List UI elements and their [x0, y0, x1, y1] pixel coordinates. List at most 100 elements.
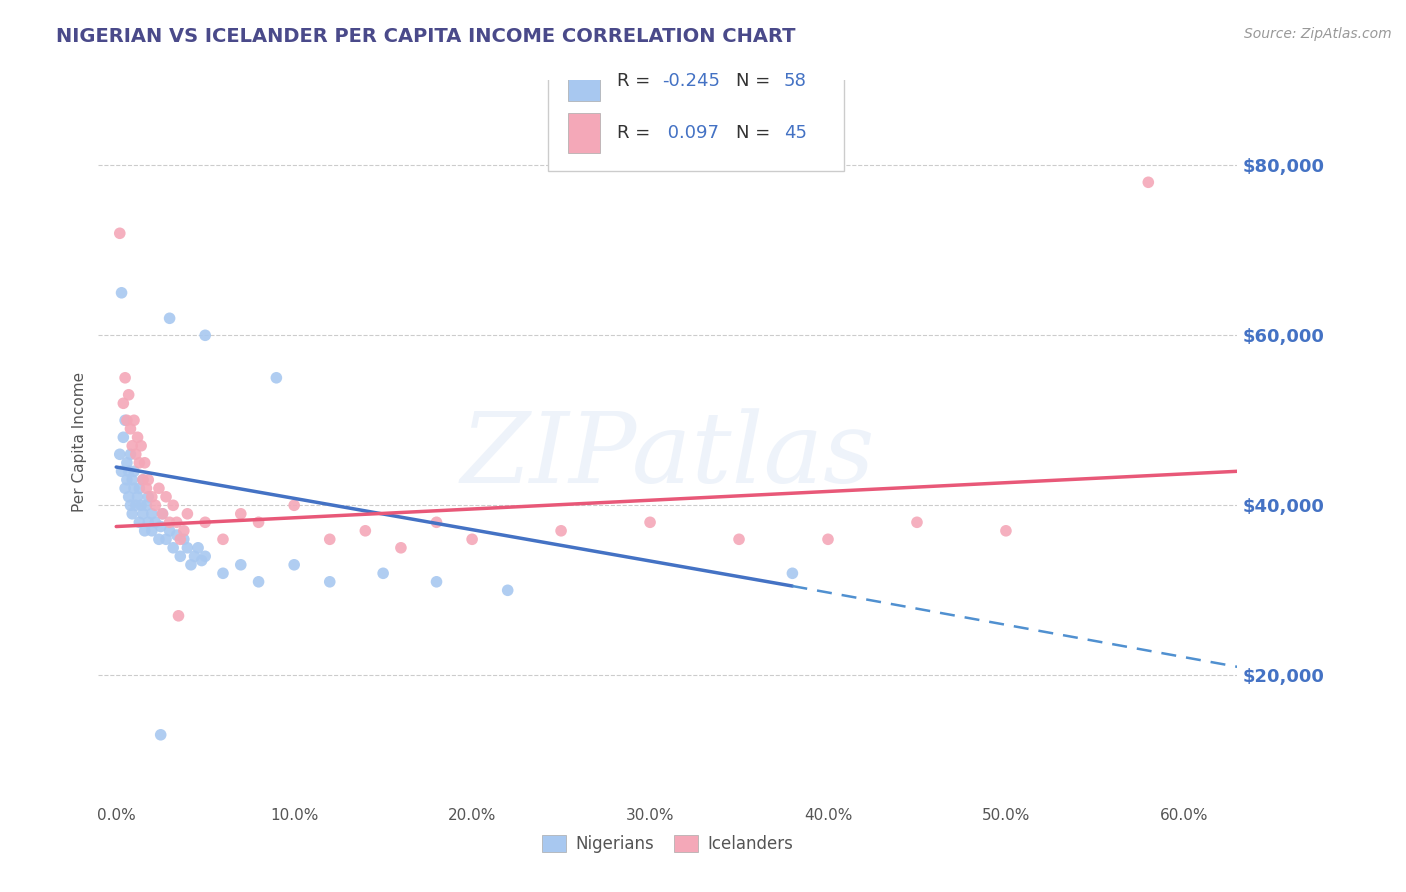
Point [110, 464, 132, 478]
Point [247, 574, 270, 589]
Point [135, 498, 157, 512]
Point [121, 507, 143, 521]
Point [550, 524, 572, 538]
Point [120, 447, 142, 461]
Point [159, 311, 181, 326]
Point [173, 524, 195, 538]
FancyBboxPatch shape [548, 48, 845, 170]
Point [125, 447, 148, 461]
Point [389, 541, 412, 555]
Point [283, 558, 305, 572]
Y-axis label: Per Capita Income: Per Capita Income [72, 371, 87, 512]
Point [190, 553, 212, 567]
Point [128, 456, 150, 470]
Point [166, 528, 188, 542]
Point [132, 473, 155, 487]
Point [145, 498, 167, 512]
Point [115, 456, 138, 470]
Point [122, 481, 145, 495]
Point [176, 541, 198, 555]
Point [134, 456, 156, 470]
Point [118, 490, 141, 504]
Point [148, 533, 170, 547]
Point [169, 533, 191, 547]
Point [162, 541, 184, 555]
Point [141, 524, 163, 538]
Point [141, 507, 163, 521]
Point [159, 524, 181, 538]
Point [141, 490, 163, 504]
Point [461, 533, 484, 547]
Point [162, 498, 184, 512]
Point [114, 371, 136, 385]
Text: 45: 45 [785, 124, 807, 142]
Text: N =: N = [737, 124, 776, 142]
Point [176, 507, 198, 521]
Point [169, 549, 191, 564]
Point [212, 533, 235, 547]
Text: R =: R = [617, 72, 655, 90]
Point [728, 533, 751, 547]
Point [136, 490, 159, 504]
Text: 0.097: 0.097 [662, 124, 718, 142]
Point [149, 519, 172, 533]
Point [354, 524, 377, 538]
Point [108, 447, 131, 461]
Point [496, 583, 519, 598]
Point [129, 439, 152, 453]
FancyBboxPatch shape [568, 113, 599, 153]
Point [125, 498, 148, 512]
Point [319, 574, 342, 589]
Point [283, 498, 305, 512]
Point [120, 498, 142, 512]
Point [115, 413, 138, 427]
Point [148, 481, 170, 495]
Point [121, 439, 143, 453]
Point [425, 574, 447, 589]
Point [173, 533, 195, 547]
Point [183, 549, 205, 564]
Point [1137, 175, 1160, 189]
Point [371, 566, 394, 581]
Point [122, 413, 145, 427]
Text: -0.245: -0.245 [662, 72, 720, 90]
Point [194, 516, 217, 530]
Point [782, 566, 804, 581]
Legend: Nigerians, Icelanders: Nigerians, Icelanders [536, 828, 800, 860]
Point [166, 516, 188, 530]
Point [817, 533, 839, 547]
Point [155, 490, 177, 504]
Text: N =: N = [737, 72, 776, 90]
Point [134, 524, 156, 538]
Point [112, 430, 135, 444]
Point [266, 371, 288, 385]
Point [114, 413, 136, 427]
Point [122, 464, 145, 478]
Point [638, 516, 661, 530]
Point [110, 285, 132, 300]
Point [180, 558, 202, 572]
Point [167, 608, 190, 623]
Point [132, 473, 155, 487]
Point [115, 473, 138, 487]
Point [187, 541, 209, 555]
Point [114, 481, 136, 495]
Point [128, 481, 150, 495]
Point [135, 481, 157, 495]
Point [136, 473, 159, 487]
Point [127, 490, 149, 504]
Point [149, 728, 172, 742]
Point [121, 473, 143, 487]
Text: R =: R = [617, 124, 655, 142]
Point [994, 524, 1017, 538]
Point [159, 516, 181, 530]
Point [108, 227, 131, 241]
Point [120, 422, 142, 436]
Point [129, 498, 152, 512]
Text: ZIPatlas: ZIPatlas [461, 409, 875, 504]
Point [155, 533, 177, 547]
Point [118, 464, 141, 478]
Text: NIGERIAN VS ICELANDER PER CAPITA INCOME CORRELATION CHART: NIGERIAN VS ICELANDER PER CAPITA INCOME … [56, 27, 796, 45]
Point [112, 396, 135, 410]
Point [132, 507, 155, 521]
